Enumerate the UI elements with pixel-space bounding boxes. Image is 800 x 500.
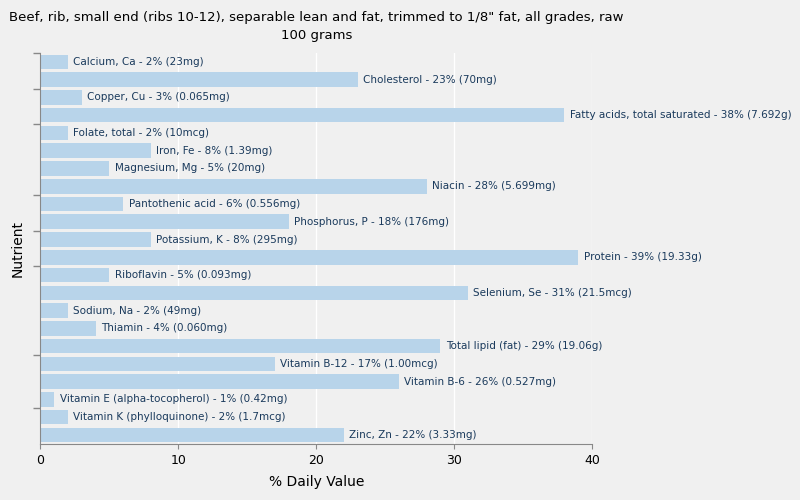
Text: Cholesterol - 23% (70mg): Cholesterol - 23% (70mg): [363, 74, 497, 85]
Title: Beef, rib, small end (ribs 10-12), separable lean and fat, trimmed to 1/8" fat, : Beef, rib, small end (ribs 10-12), separ…: [9, 11, 623, 42]
Bar: [40, 108, 565, 122]
Text: Calcium, Ca - 2% (23mg): Calcium, Ca - 2% (23mg): [74, 57, 204, 67]
Bar: [40, 286, 468, 300]
Bar: [40, 90, 82, 104]
Bar: [40, 339, 440, 353]
Text: Iron, Fe - 8% (1.39mg): Iron, Fe - 8% (1.39mg): [156, 146, 273, 156]
Text: Vitamin E (alpha-tocopherol) - 1% (0.42mg): Vitamin E (alpha-tocopherol) - 1% (0.42m…: [60, 394, 287, 404]
Text: Zinc, Zn - 22% (3.33mg): Zinc, Zn - 22% (3.33mg): [350, 430, 477, 440]
Bar: [40, 161, 110, 176]
Text: Potassium, K - 8% (295mg): Potassium, K - 8% (295mg): [156, 234, 298, 244]
Text: Pantothenic acid - 6% (0.556mg): Pantothenic acid - 6% (0.556mg): [129, 199, 300, 209]
Bar: [40, 304, 68, 318]
Bar: [40, 392, 54, 406]
Bar: [40, 72, 358, 87]
Text: Total lipid (fat) - 29% (19.06g): Total lipid (fat) - 29% (19.06g): [446, 341, 602, 351]
Bar: [40, 250, 578, 264]
Bar: [40, 356, 275, 371]
Bar: [40, 196, 123, 212]
Bar: [40, 428, 344, 442]
Text: Protein - 39% (19.33g): Protein - 39% (19.33g): [584, 252, 702, 262]
Text: Fatty acids, total saturated - 38% (7.692g): Fatty acids, total saturated - 38% (7.69…: [570, 110, 792, 120]
Text: Thiamin - 4% (0.060mg): Thiamin - 4% (0.060mg): [101, 324, 227, 334]
Text: Riboflavin - 5% (0.093mg): Riboflavin - 5% (0.093mg): [115, 270, 251, 280]
Bar: [40, 214, 289, 229]
Bar: [40, 54, 68, 69]
Text: Phosphorus, P - 18% (176mg): Phosphorus, P - 18% (176mg): [294, 217, 449, 227]
Bar: [40, 374, 399, 389]
Text: Niacin - 28% (5.699mg): Niacin - 28% (5.699mg): [432, 181, 556, 191]
Text: Selenium, Se - 31% (21.5mcg): Selenium, Se - 31% (21.5mcg): [474, 288, 632, 298]
Y-axis label: Nutrient: Nutrient: [11, 220, 25, 277]
Bar: [40, 232, 150, 247]
Bar: [40, 126, 68, 140]
Text: Vitamin B-6 - 26% (0.527mg): Vitamin B-6 - 26% (0.527mg): [405, 376, 557, 386]
X-axis label: % Daily Value: % Daily Value: [269, 475, 364, 489]
Bar: [40, 268, 110, 282]
Bar: [40, 179, 426, 194]
Text: Vitamin B-12 - 17% (1.00mcg): Vitamin B-12 - 17% (1.00mcg): [280, 359, 438, 369]
Text: Copper, Cu - 3% (0.065mg): Copper, Cu - 3% (0.065mg): [87, 92, 230, 102]
Bar: [40, 410, 68, 424]
Text: Magnesium, Mg - 5% (20mg): Magnesium, Mg - 5% (20mg): [115, 164, 265, 173]
Text: Vitamin K (phylloquinone) - 2% (1.7mcg): Vitamin K (phylloquinone) - 2% (1.7mcg): [74, 412, 286, 422]
Text: Folate, total - 2% (10mcg): Folate, total - 2% (10mcg): [74, 128, 210, 138]
Bar: [40, 144, 150, 158]
Text: Sodium, Na - 2% (49mg): Sodium, Na - 2% (49mg): [74, 306, 202, 316]
Bar: [40, 321, 95, 336]
